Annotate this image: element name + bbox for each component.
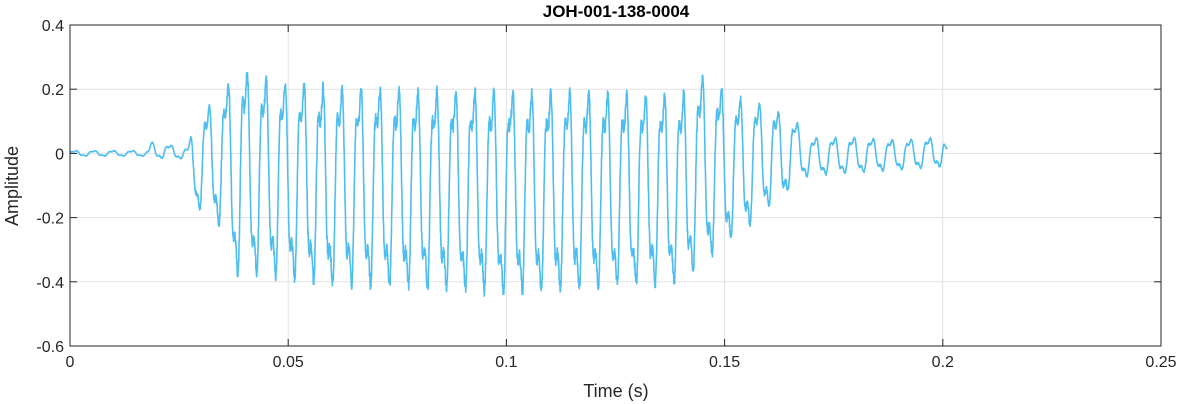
y-tick-label: 0.2 bbox=[42, 82, 64, 99]
x-tick-label: 0.2 bbox=[932, 354, 954, 371]
x-tick-label: 0.05 bbox=[273, 354, 304, 371]
waveform-series-line bbox=[69, 71, 948, 297]
y-axis-ticks: -0.6 -0.4 -0.2 0 0.2 0.4 bbox=[36, 18, 1161, 356]
x-axis-ticks: 0 0.05 0.1 0.15 0.2 0.25 bbox=[66, 25, 1177, 371]
x-tick-label: 0.15 bbox=[709, 354, 740, 371]
y-tick-label: -0.6 bbox=[36, 339, 64, 356]
y-tick-label: 0 bbox=[55, 146, 64, 163]
y-tick-label: 0.4 bbox=[42, 18, 64, 35]
y-tick-label: -0.4 bbox=[36, 275, 64, 292]
x-tick-label: 0.25 bbox=[1145, 354, 1176, 371]
series-layer bbox=[69, 71, 948, 297]
grid-lines bbox=[70, 25, 1161, 346]
x-tick-label: 0 bbox=[66, 354, 75, 371]
plot-frame bbox=[69, 24, 1162, 347]
y-tick-label: -0.2 bbox=[36, 211, 64, 228]
y-axis-label: Amplitude bbox=[2, 146, 22, 226]
chart-title: JOH-001-138-0004 bbox=[543, 2, 690, 21]
plot-area bbox=[70, 25, 1161, 346]
x-axis-label: Time (s) bbox=[583, 381, 648, 401]
x-tick-label: 0.1 bbox=[495, 354, 517, 371]
